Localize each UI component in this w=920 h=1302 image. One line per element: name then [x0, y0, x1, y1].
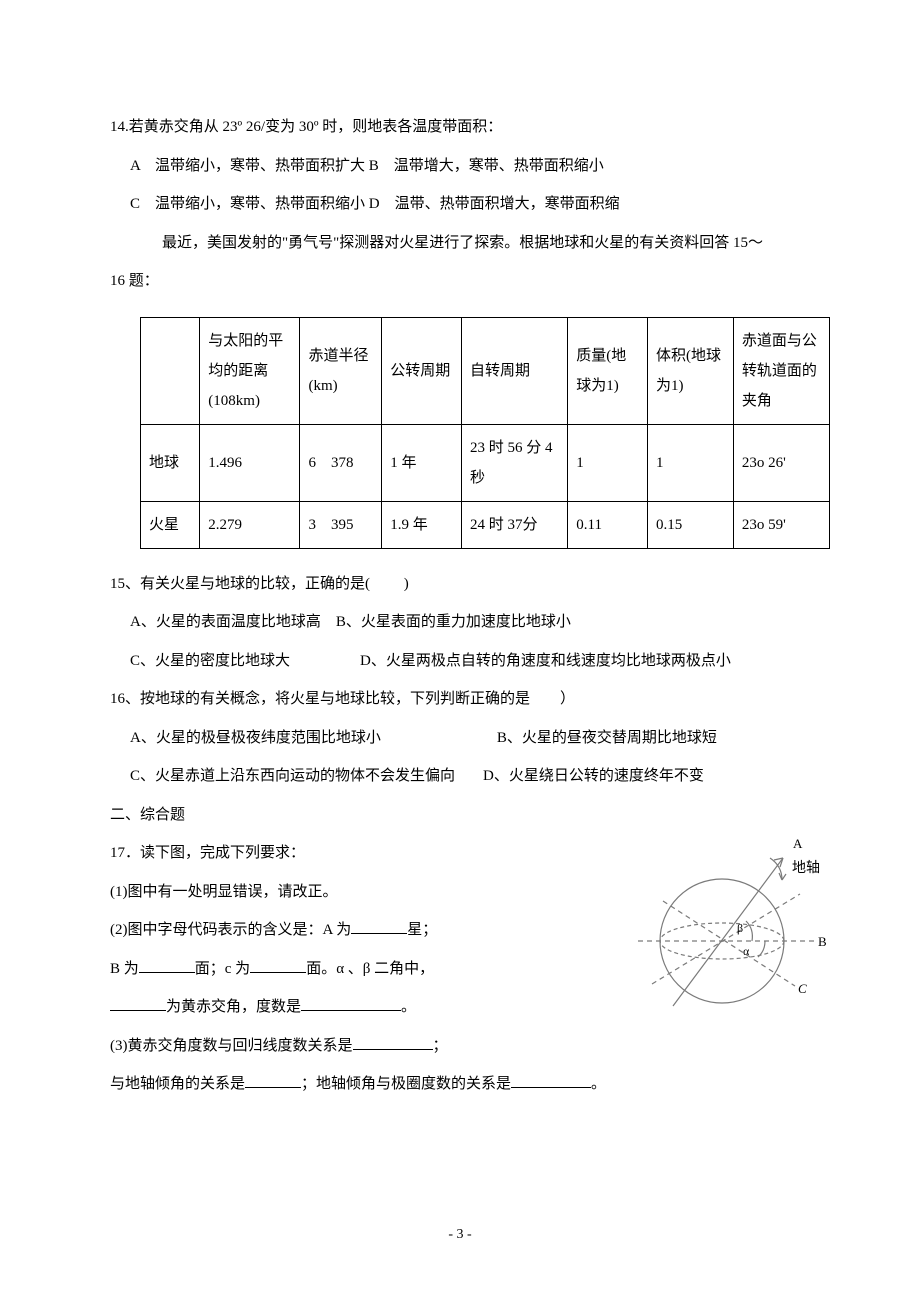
td-e3: 1 年	[382, 424, 462, 501]
q16-stem: 16、按地球的有关概念，将火星与地球比较，下列判断正确的是 ）	[110, 682, 830, 717]
td-e1: 1.496	[200, 424, 300, 501]
q17-p3b: 面；c 为	[195, 961, 250, 977]
q17-p3a: B 为	[110, 961, 139, 977]
q14-option-c: C 温带缩小，寒带、热带面积缩小	[130, 196, 365, 212]
label-b: B	[818, 934, 827, 949]
td-e5: 1	[568, 424, 648, 501]
th-1: 与太阳的平均的距离(108km)	[200, 317, 300, 424]
blank	[511, 1070, 591, 1088]
td-e6: 1	[648, 424, 734, 501]
th-2: 赤道半径(km)	[300, 317, 382, 424]
th-0	[141, 317, 200, 424]
th-5: 质量(地球为1)	[568, 317, 648, 424]
q17-stem: 17．读下图，完成下列要求：	[110, 836, 580, 871]
td-m7: 23o 59'	[733, 501, 829, 548]
q17-p5b: ；	[433, 1038, 448, 1054]
q17-p4a: 为黄赤交角，度数是	[166, 999, 301, 1015]
table-header-row: 与太阳的平均的距离(108km) 赤道半径(km) 公转周期 自转周期 质量(地…	[141, 317, 830, 424]
td-e2: 6 378	[300, 424, 382, 501]
q16-row2: C、火星赤道上沿东西向运动的物体不会发生偏向 D、火星绕日公转的速度终年不变	[110, 759, 830, 794]
q17-p6: 与地轴倾角的关系是 ；地轴倾角与极圈度数的关系是 。	[110, 1067, 830, 1102]
q15-option-d: D、火星两极点自转的角速度和线速度均比地球两极点小	[360, 653, 731, 669]
q17-p2b: 星；	[407, 922, 437, 938]
td-e4: 23 时 56 分 4 秒	[461, 424, 567, 501]
q17-wrap: 17．读下图，完成下列要求： (1)图中有一处明显错误，请改正。 (2)图中字母…	[110, 836, 830, 1063]
td-m6: 0.15	[648, 501, 734, 548]
q16-option-c: C、火星赤道上沿东西向运动的物体不会发生偏向	[130, 768, 455, 784]
td-e0: 地球	[141, 424, 200, 501]
q17-p6a: 与地轴倾角的关系是	[110, 1076, 245, 1092]
q17-p3c: 面。α 、β 二角中，	[306, 961, 434, 977]
angle-alpha	[758, 941, 765, 957]
q17-p6c: 。	[591, 1076, 606, 1092]
blank	[301, 993, 401, 1011]
q17-p5a: (3)黄赤交角度数与回归线度数关系是	[110, 1038, 353, 1054]
spacer	[321, 614, 336, 630]
blank	[245, 1070, 301, 1088]
label-beta: β	[737, 921, 743, 935]
q16-option-a: A、火星的极昼极夜纬度范围比地球小	[130, 730, 381, 746]
q14-option-d: D 温带、热带面积增大，寒带面积缩	[365, 196, 620, 212]
q15-option-a: A、火星的表面温度比地球高	[130, 614, 321, 630]
q16-option-d: D、火星绕日公转的速度终年不变	[483, 768, 704, 784]
q15-row1: A、火星的表面温度比地球高 B、火星表面的重力加速度比地球小	[110, 605, 830, 640]
q15-row2: C、火星的密度比地球大 D、火星两极点自转的角速度和线速度均比地球两极点小	[110, 644, 830, 679]
table-row-earth: 地球 1.496 6 378 1 年 23 时 56 分 4 秒 1 1 23o…	[141, 424, 830, 501]
blank	[110, 993, 166, 1011]
q17-p4: 为黄赤交角，度数是 。	[110, 990, 580, 1025]
q15-stem: 15、有关火星与地球的比较，正确的是( )	[110, 567, 830, 602]
q14-row1: A 温带缩小，寒带、热带面积扩大 B 温带增大，寒带、热带面积缩小	[110, 149, 830, 184]
label-alpha: α	[743, 944, 750, 958]
td-m4: 24 时 37分	[461, 501, 567, 548]
section-header: 二、综合题	[110, 798, 830, 833]
q15-option-c: C、火星的密度比地球大	[130, 653, 290, 669]
blank	[353, 1032, 433, 1050]
td-m5: 0.11	[568, 501, 648, 548]
td-m0: 火星	[141, 501, 200, 548]
q16-option-b: B、火星的昼夜交替周期比地球短	[497, 730, 717, 746]
blank	[250, 955, 306, 973]
td-m3: 1.9 年	[382, 501, 462, 548]
blank	[139, 955, 195, 973]
q14-option-a: A 温带缩小，寒带、热带面积扩大	[130, 158, 365, 174]
q17-p3: B 为 面；c 为 面。α 、β 二角中，	[110, 952, 580, 987]
data-table: 与太阳的平均的距离(108km) 赤道半径(km) 公转周期 自转周期 质量(地…	[140, 317, 830, 549]
q17-p1: (1)图中有一处明显错误，请改正。	[110, 875, 580, 910]
td-m1: 2.279	[200, 501, 300, 548]
page-footer: - 3 -	[0, 1228, 920, 1250]
label-a: A	[793, 836, 803, 851]
q17-p2: (2)图中字母代码表示的含义是：A 为 星；	[110, 913, 580, 948]
q17-p2a: (2)图中字母代码表示的含义是：A 为	[110, 922, 351, 938]
blank	[351, 916, 407, 934]
page-number: - 3 -	[0, 1228, 920, 1242]
earth-axis-diagram: A 地轴 B C β α	[615, 836, 830, 1036]
q17-p5: (3)黄赤交角度数与回归线度数关系是 ；	[110, 1029, 580, 1064]
table-row-mars: 火星 2.279 3 395 1.9 年 24 时 37分 0.11 0.15 …	[141, 501, 830, 548]
arrow-curl-tip	[779, 873, 786, 880]
q17-p6b: ；地轴倾角与极圈度数的关系是	[301, 1076, 511, 1092]
td-m2: 3 395	[300, 501, 382, 548]
q17-p4b: 。	[401, 999, 416, 1015]
th-3: 公转周期	[382, 317, 462, 424]
q17-text-col: 17．读下图，完成下列要求： (1)图中有一处明显错误，请改正。 (2)图中字母…	[110, 836, 580, 1063]
lead-line2: 16 题：	[110, 264, 830, 299]
q14-stem: 14.若黄赤交角从 23º 26/变为 30º 时，则地表各温度带面积：	[110, 110, 830, 145]
q14-row2: C 温带缩小，寒带、热带面积缩小 D 温带、热带面积增大，寒带面积缩	[110, 187, 830, 222]
td-e7: 23o 26'	[733, 424, 829, 501]
th-7: 赤道面与公转轨道面的夹角	[733, 317, 829, 424]
th-6: 体积(地球为1)	[648, 317, 734, 424]
lead-line1: 最近，美国发射的"勇气号"探测器对火星进行了探索。根据地球和火星的有关资料回答 …	[110, 226, 830, 261]
label-c: C	[798, 981, 807, 996]
q14-option-b: B 温带增大，寒带、热带面积缩小	[365, 158, 604, 174]
q16-row1: A、火星的极昼极夜纬度范围比地球小 B、火星的昼夜交替周期比地球短	[110, 721, 830, 756]
label-axis: 地轴	[792, 860, 820, 876]
th-4: 自转周期	[461, 317, 567, 424]
q15-option-b: B、火星表面的重力加速度比地球小	[336, 614, 571, 630]
